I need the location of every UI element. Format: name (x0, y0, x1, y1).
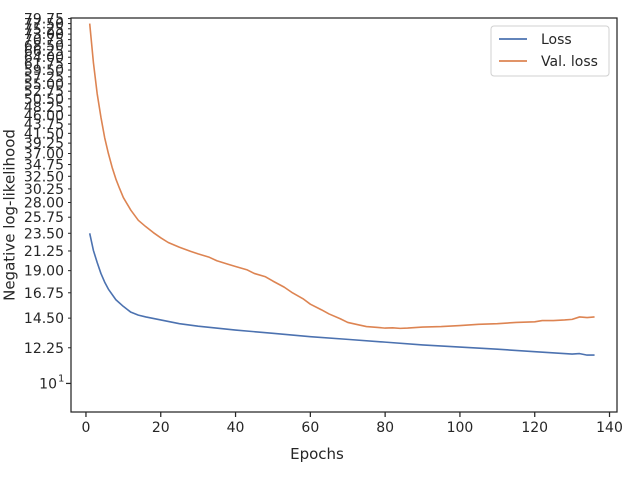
x-tick-label: 120 (521, 420, 548, 436)
x-axis-ticks: 0 20 40 60 80 100 120 140 (81, 412, 623, 436)
legend-label-val-loss: Val. loss (541, 54, 598, 70)
plot-frame (70, 17, 618, 413)
y-tick-label: 32.50 (24, 169, 64, 185)
y-tick-label: 52.75 (24, 84, 64, 100)
y-tick-label: 57.25 (24, 70, 64, 86)
y-major-tick-label: 10 (39, 376, 57, 392)
legend-label-loss: Loss (541, 32, 572, 48)
y-tick-label: 70.75 (24, 33, 64, 49)
y-tick-label: 37.00 (24, 147, 64, 163)
x-axis-label: Epochs (290, 445, 344, 463)
y-tick-label: 61.75 (24, 57, 64, 73)
y-tick-label: 28.00 (24, 195, 64, 211)
x-tick-label: 0 (81, 420, 90, 436)
series-layer (88, 23, 595, 356)
y-tick-label: 50.50 (24, 92, 64, 108)
legend: Loss Val. loss (490, 25, 610, 77)
y-tick-label: 21.25 (24, 244, 64, 260)
x-tick-label: 60 (301, 420, 319, 436)
y-tick-label: 34.75 (24, 158, 64, 174)
y-tick-label: 23.50 (24, 226, 64, 242)
x-tick-label: 20 (152, 420, 170, 436)
x-tick-label: 80 (376, 420, 394, 436)
y-major-tick-exponent: 1 (58, 373, 64, 384)
y-tick-label: 77.50 (24, 17, 64, 33)
y-tick-label: 55.00 (24, 77, 64, 93)
y-tick-label: 30.25 (24, 182, 64, 198)
y-tick-label: 41.50 (24, 126, 64, 142)
y-axis-ticks: 12.25 14.50 16.75 19.00 21.25 23.5025.7528.00… (24, 12, 71, 392)
y-tick-label: 75.25 (24, 22, 64, 38)
y-tick-label: 68.50 (24, 38, 64, 54)
y-tick-label: 43.75 (24, 117, 64, 133)
y-tick-label: 79.75 (24, 12, 64, 28)
y-tick-label: 25.75 (24, 210, 64, 226)
y-tick-label: 59.50 (24, 63, 64, 79)
y-tick-label: 73.00 (24, 27, 64, 43)
series-line-loss (88, 233, 595, 356)
x-tick-label: 40 (227, 420, 245, 436)
y-tick-label: 39.25 (24, 136, 64, 152)
x-tick-label: 140 (596, 420, 623, 436)
y-axis-label: Negative log-likelihood (0, 129, 18, 301)
series-line-val-loss (88, 23, 595, 330)
x-tick-label: 100 (447, 420, 474, 436)
y-tick-label: 14.50 (24, 311, 64, 327)
y-tick-label: 19.00 (24, 264, 64, 280)
y-tick-label: 64.00 (24, 50, 64, 66)
y-tick-label: 46.00 (24, 108, 64, 124)
y-tick-label: 16.75 (24, 286, 64, 302)
y-tick-label: 66.25 (24, 44, 64, 60)
y-tick-label: 12.25 (24, 341, 64, 357)
y-tick-label: 48.25 (24, 100, 64, 116)
